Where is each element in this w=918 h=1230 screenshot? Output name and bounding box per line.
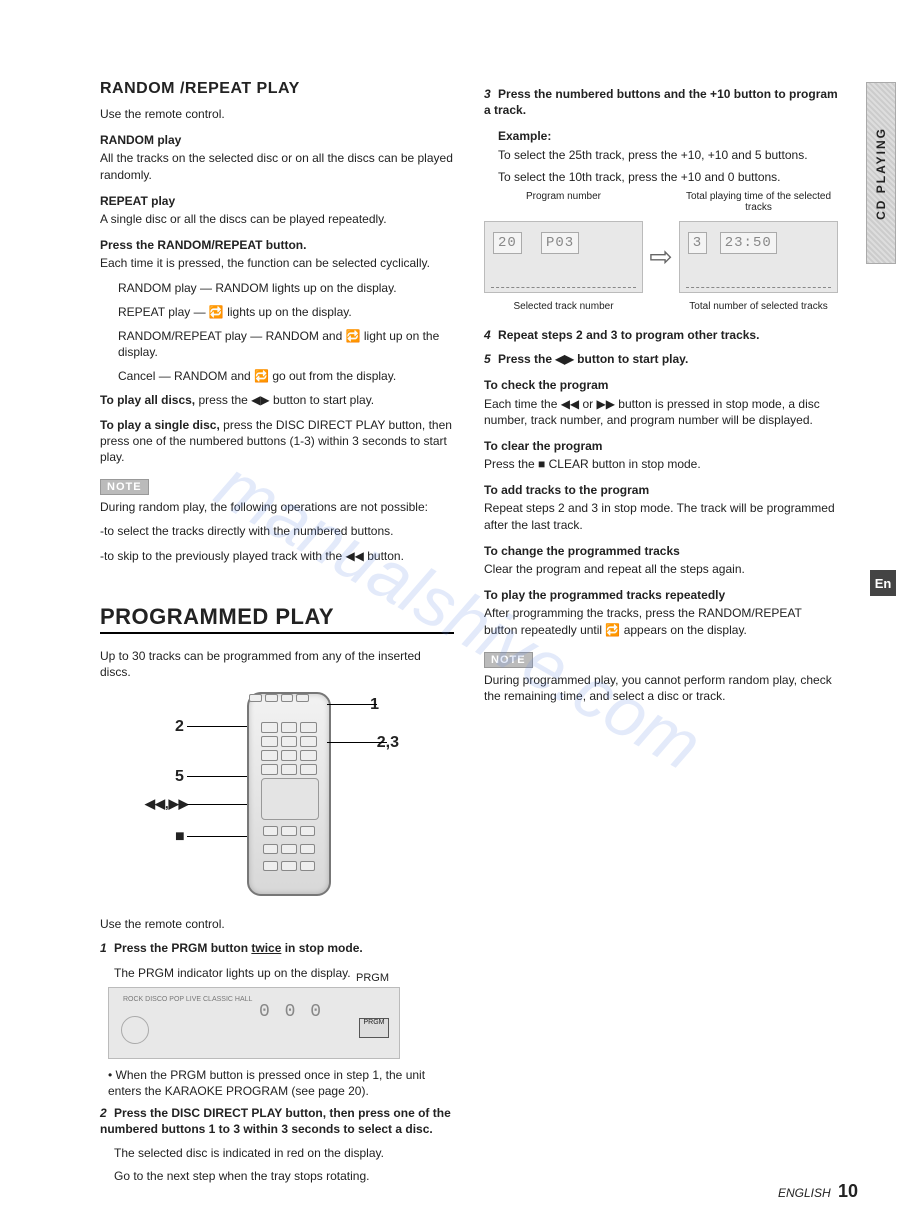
change-h: To change the programmed tracks bbox=[484, 543, 838, 559]
right-column: 3 Press the numbered buttons and the +10… bbox=[484, 80, 878, 1190]
fan-icon bbox=[121, 1016, 149, 1044]
step-1: 1 Press the PRGM button twice in stop mo… bbox=[100, 940, 454, 956]
seg-prog-num: P03 bbox=[541, 232, 579, 254]
step-2-body-2: Go to the next step when the tray stops … bbox=[114, 1168, 454, 1184]
play-single-line: To play a single disc, press the DISC DI… bbox=[100, 417, 454, 466]
label-total-time: Total playing time of the selected track… bbox=[679, 191, 838, 213]
step-1-underline: twice bbox=[251, 941, 281, 955]
cycle-2: REPEAT play — 🔁 lights up on the display… bbox=[118, 304, 454, 320]
callout-1: 1 bbox=[370, 696, 379, 714]
step-2-text: Press the DISC DIRECT PLAY button, then … bbox=[100, 1106, 451, 1136]
step-4-num: 4 bbox=[484, 328, 491, 342]
step-3-ex2: To select the 10th track, press the +10 … bbox=[498, 169, 838, 185]
language-badge: En bbox=[870, 570, 896, 596]
remote-control-icon bbox=[247, 692, 331, 896]
step-2: 2 Press the DISC DIRECT PLAY button, the… bbox=[100, 1105, 454, 1137]
add-p: Repeat steps 2 and 3 in stop mode. The t… bbox=[484, 500, 838, 532]
step-2-num: 2 bbox=[100, 1106, 107, 1120]
label-prog-number: Program number bbox=[484, 191, 643, 213]
text-repeat-desc: A single disc or all the discs can be pl… bbox=[100, 211, 454, 227]
step-2-body-1: The selected disc is indicated in red on… bbox=[114, 1145, 454, 1161]
step-1-bullet: • When the PRGM button is pressed once i… bbox=[108, 1067, 454, 1099]
play-all-rest: press the ◀▶ button to start play. bbox=[195, 393, 374, 407]
callout-23: 2,3 bbox=[377, 734, 399, 752]
pp-use-remote: Use the remote control. bbox=[100, 916, 454, 932]
left-column: RANDOM /REPEAT PLAY Use the remote contr… bbox=[100, 80, 454, 1190]
step-5-num: 5 bbox=[484, 352, 491, 366]
cycle-4: Cancel — RANDOM and 🔁 go out from the di… bbox=[118, 368, 454, 384]
callout-2: 2 bbox=[175, 718, 184, 736]
note-label-1: NOTE bbox=[100, 479, 149, 495]
callout-5: 5 bbox=[175, 768, 184, 786]
heading-random-repeat: RANDOM /REPEAT PLAY bbox=[100, 80, 454, 98]
cycle-list: RANDOM play — RANDOM lights up on the di… bbox=[100, 280, 454, 385]
add-h: To add tracks to the program bbox=[484, 482, 838, 498]
text-random-desc: All the tracks on the selected disc or o… bbox=[100, 150, 454, 182]
clear-h: To clear the program bbox=[484, 438, 838, 454]
heading-programmed-play: PROGRAMMED PLAY bbox=[100, 604, 454, 630]
text-press-rr: Each time it is pressed, the function ca… bbox=[100, 255, 454, 271]
arrow-icon: ⇨ bbox=[649, 240, 672, 273]
playrep-h: To play the programmed tracks repeatedly bbox=[484, 587, 838, 603]
step-3-text: Press the numbered buttons and the +10 b… bbox=[484, 87, 838, 117]
check-p: Each time the ◀◀ or ▶▶ button is pressed… bbox=[484, 396, 838, 428]
note2: During programmed play, you cannot perfo… bbox=[484, 672, 838, 704]
text-use-remote: Use the remote control. bbox=[100, 106, 454, 122]
footer-page-number: 10 bbox=[838, 1181, 858, 1201]
prgm-button-icon: PRGM bbox=[359, 1018, 389, 1038]
display-panel-left: 20 P03 bbox=[484, 221, 643, 293]
page-footer: ENGLISH 10 bbox=[778, 1181, 858, 1202]
step-3-num: 3 bbox=[484, 87, 491, 101]
seg-total-tracks: 3 bbox=[688, 232, 707, 254]
step-3: 3 Press the numbered buttons and the +10… bbox=[484, 86, 838, 118]
change-p: Clear the program and repeat all the ste… bbox=[484, 561, 838, 577]
play-all-bold: To play all discs, bbox=[100, 393, 195, 407]
callout-skip: ◀◀,▶▶ bbox=[145, 796, 189, 812]
label-total-tracks: Total number of selected tracks bbox=[679, 301, 838, 313]
display-panel-right: 3 23:50 bbox=[679, 221, 838, 293]
program-display-diagram: 20 P03 ⇨ 3 23:50 bbox=[484, 221, 838, 293]
seg-selected-track: 20 bbox=[493, 232, 522, 254]
step-1-num: 1 bbox=[100, 941, 107, 955]
play-single-bold: To play a single disc, bbox=[100, 418, 220, 432]
sub-press-rr: Press the RANDOM/REPEAT button. bbox=[100, 237, 454, 253]
label-selected-track: Selected track number bbox=[484, 301, 643, 313]
manual-page: manualshive.com CD PLAYING En RANDOM /RE… bbox=[0, 0, 918, 1230]
display-digits: 0 0 0 bbox=[259, 1002, 323, 1022]
note1-a: -to select the tracks directly with the … bbox=[100, 523, 454, 539]
sub-random-play: RANDOM play bbox=[100, 132, 454, 148]
callout-stop: ■ bbox=[175, 828, 185, 846]
sub-repeat-play: REPEAT play bbox=[100, 193, 454, 209]
step-5-text: Press the ◀▶ button to start play. bbox=[498, 352, 688, 366]
step-1-body: The PRGM indicator lights up on the disp… bbox=[114, 965, 454, 981]
cycle-1: RANDOM play — RANDOM lights up on the di… bbox=[118, 280, 454, 296]
note-label-2: NOTE bbox=[484, 652, 533, 668]
step-3-example-h: Example: bbox=[498, 128, 838, 144]
cycle-3: RANDOM/REPEAT play — RANDOM and 🔁 light … bbox=[118, 328, 454, 360]
clear-p: Press the ■ CLEAR button in stop mode. bbox=[484, 456, 838, 472]
playrep-p: After programming the tracks, press the … bbox=[484, 605, 838, 637]
pp-intro: Up to 30 tracks can be programmed from a… bbox=[100, 648, 454, 680]
play-all-line: To play all discs, press the ◀▶ button t… bbox=[100, 392, 454, 408]
step-4-text: Repeat steps 2 and 3 to program other tr… bbox=[498, 328, 759, 342]
two-column-layout: RANDOM /REPEAT PLAY Use the remote contr… bbox=[100, 80, 878, 1190]
check-h: To check the program bbox=[484, 377, 838, 393]
note1-intro: During random play, the following operat… bbox=[100, 499, 454, 515]
note1-b: -to skip to the previously played track … bbox=[100, 548, 454, 564]
section-tab-cd-playing: CD PLAYING bbox=[866, 82, 896, 264]
step-4: 4 Repeat steps 2 and 3 to program other … bbox=[484, 327, 838, 343]
step-5: 5 Press the ◀▶ button to start play. bbox=[484, 351, 838, 367]
seg-total-time: 23:50 bbox=[720, 232, 777, 254]
display-panel-prgm: PRGM ROCK DISCO POP LIVE CLASSIC HALL 0 … bbox=[108, 987, 400, 1059]
heading-rule bbox=[100, 632, 454, 634]
remote-diagram: 1 2 2,3 5 ◀◀,▶▶ ■ bbox=[127, 688, 427, 908]
step-3-ex1: To select the 25th track, press the +10,… bbox=[498, 147, 838, 163]
prgm-label: PRGM bbox=[356, 972, 389, 984]
section-tab-label: CD PLAYING bbox=[874, 127, 888, 220]
display-modes: ROCK DISCO POP LIVE CLASSIC HALL bbox=[123, 996, 252, 1004]
